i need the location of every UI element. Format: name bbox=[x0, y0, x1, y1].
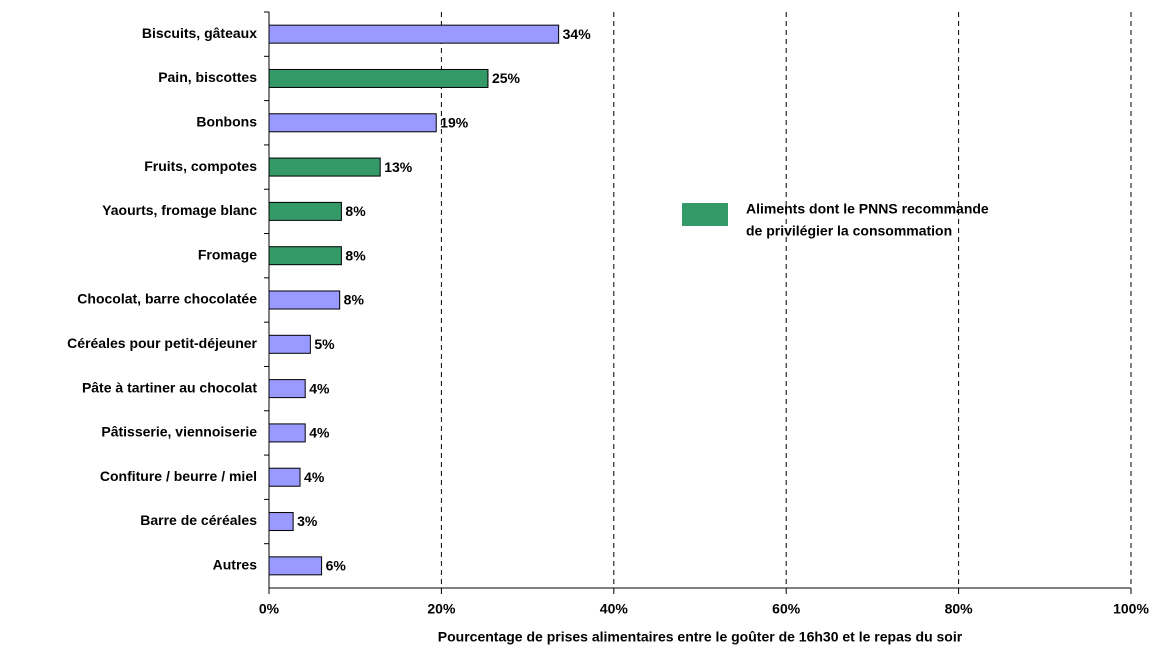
legend-swatch bbox=[682, 203, 728, 226]
x-tick-label: 20% bbox=[427, 601, 456, 617]
value-label: 6% bbox=[326, 558, 347, 574]
bar bbox=[268, 334, 311, 354]
legend-label: de privilégier la consommation bbox=[746, 223, 952, 239]
x-tick-label: 60% bbox=[772, 601, 801, 617]
value-label: 4% bbox=[304, 469, 325, 485]
value-label: 4% bbox=[309, 425, 330, 441]
value-label: 5% bbox=[314, 336, 335, 352]
y-tick-label: Pâte à tartiner au chocolat bbox=[82, 379, 257, 395]
y-tick-label: Biscuits, gâteaux bbox=[142, 25, 257, 41]
x-tick-label: 80% bbox=[945, 601, 974, 617]
value-label: 4% bbox=[309, 380, 330, 396]
x-tick-label: 40% bbox=[600, 601, 629, 617]
bar bbox=[268, 556, 323, 576]
value-label: 13% bbox=[384, 159, 413, 175]
y-tick-label: Barre de céréales bbox=[140, 512, 257, 528]
bar bbox=[268, 290, 341, 310]
y-tick-label: Bonbons bbox=[196, 113, 257, 129]
x-tick-label: 100% bbox=[1113, 601, 1149, 617]
y-tick-label: Chocolat, barre chocolatée bbox=[77, 291, 257, 307]
y-tick-label: Fromage bbox=[198, 246, 257, 262]
bar bbox=[268, 201, 342, 221]
bar bbox=[268, 24, 560, 44]
bar bbox=[268, 246, 342, 266]
x-axis-label: Pourcentage de prises alimentaires entre… bbox=[438, 629, 963, 645]
bar bbox=[268, 68, 489, 88]
y-tick-label: Autres bbox=[213, 557, 258, 573]
bar bbox=[268, 113, 437, 133]
value-label: 19% bbox=[440, 114, 469, 130]
y-tick-label: Pain, biscottes bbox=[158, 69, 257, 85]
bar bbox=[268, 467, 301, 487]
value-label: 8% bbox=[344, 292, 365, 308]
bar bbox=[268, 379, 306, 399]
value-label: 34% bbox=[563, 26, 592, 42]
value-label: 8% bbox=[345, 247, 366, 263]
bar bbox=[268, 512, 294, 532]
y-tick-label: Confiture / beurre / miel bbox=[100, 468, 257, 484]
bar bbox=[268, 157, 381, 177]
bar bbox=[268, 423, 306, 443]
value-label: 8% bbox=[345, 203, 366, 219]
value-label: 3% bbox=[297, 513, 318, 529]
legend-label: Aliments dont le PNNS recommande bbox=[746, 201, 989, 217]
y-tick-label: Fruits, compotes bbox=[144, 158, 257, 174]
y-tick-label: Pâtisserie, viennoiserie bbox=[101, 424, 257, 440]
y-tick-label: Yaourts, fromage blanc bbox=[102, 202, 257, 218]
y-tick-label: Céréales pour petit-déjeuner bbox=[67, 335, 257, 351]
x-tick-label: 0% bbox=[259, 601, 280, 617]
value-label: 25% bbox=[492, 70, 521, 86]
